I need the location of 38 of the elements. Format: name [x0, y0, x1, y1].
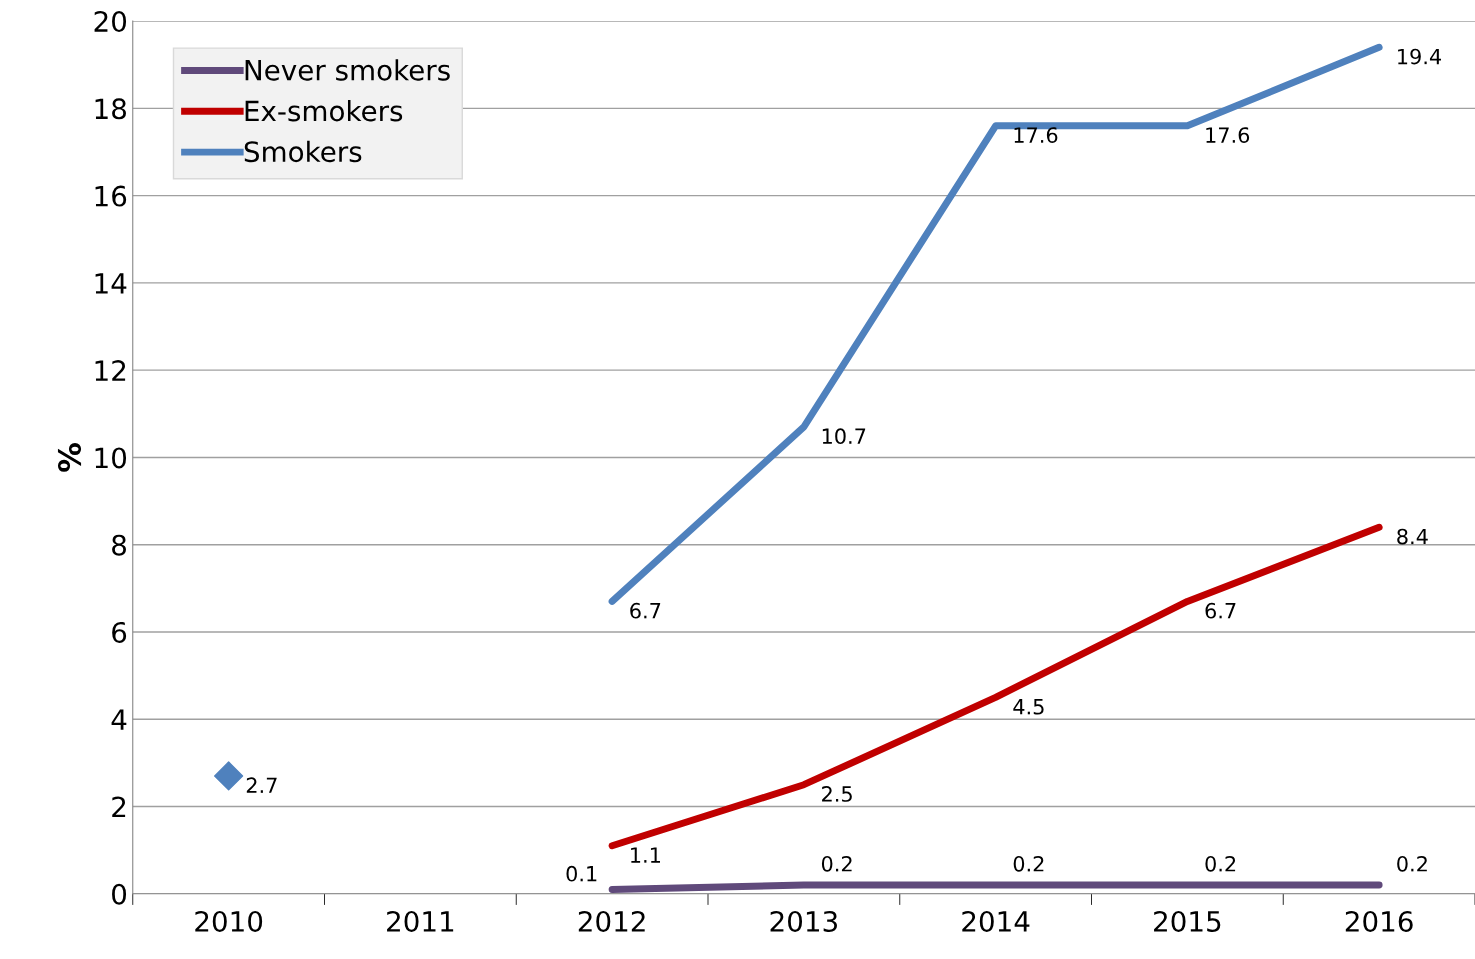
data-label: 1.1 — [631, 847, 660, 863]
x-tick-label: 2010 — [195, 910, 263, 932]
x-tick-label: 2016 — [1345, 910, 1413, 932]
legend-label: Never smokers — [245, 59, 450, 81]
data-label: 17.6 — [1206, 127, 1250, 143]
data-label: 0.1 — [566, 865, 597, 882]
y-tick-label: 6 — [112, 621, 127, 643]
x-tick-label: 2013 — [770, 910, 837, 932]
y-tick-label: 20 — [94, 11, 127, 33]
y-tick-label: 18 — [95, 98, 126, 120]
y-tick-label: 8 — [112, 534, 126, 556]
data-label: 10.7 — [822, 428, 866, 445]
legend-label: Smokers — [244, 140, 362, 163]
y-tick-label: 4 — [111, 709, 127, 730]
data-label: 2.7 — [246, 777, 277, 793]
x-tick-label: 2015 — [1154, 910, 1221, 932]
y-tick-label: 0 — [112, 883, 127, 905]
y-axis-title: % — [57, 443, 82, 472]
y-tick-label: 2 — [112, 796, 126, 818]
y-tick-label: 16 — [95, 185, 127, 207]
x-tick-label: 2011 — [387, 910, 454, 932]
data-label: 17.6 — [1014, 127, 1058, 143]
y-tick-label: 14 — [95, 273, 127, 294]
y-tick-label: 10 — [95, 447, 127, 469]
data-label: 6.7 — [630, 602, 661, 619]
data-label: 0.2 — [1205, 855, 1236, 872]
data-label: 0.2 — [1397, 855, 1427, 872]
legend-label: Ex-smokers — [245, 99, 403, 122]
data-label: 6.7 — [1205, 602, 1236, 619]
data-label: 0.2 — [821, 855, 852, 872]
data-label: 2.5 — [822, 786, 852, 802]
data-label: 4.5 — [1013, 699, 1044, 715]
x-tick-label: 2012 — [578, 910, 645, 932]
x-tick-label: 2014 — [962, 910, 1030, 932]
data-label: 19.4 — [1398, 48, 1442, 65]
y-tick-label: 12 — [95, 360, 126, 381]
data-label: 0.2 — [1013, 855, 1044, 872]
data-label: 8.4 — [1397, 528, 1428, 545]
